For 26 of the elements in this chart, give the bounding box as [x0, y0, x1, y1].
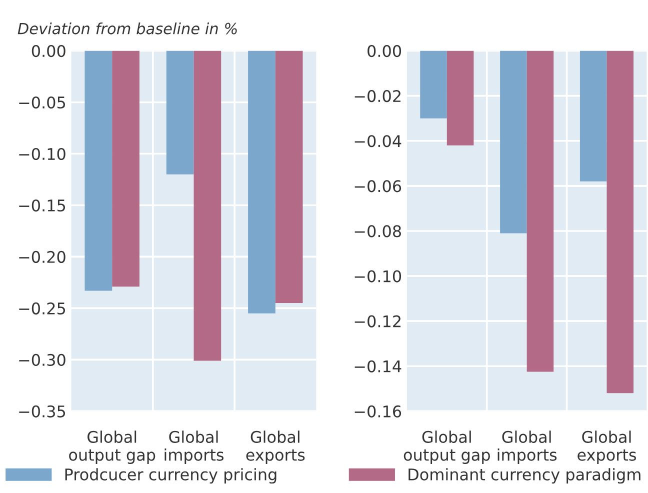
y-tick-label: −0.16 [354, 405, 402, 418]
y-tick-label: −0.12 [354, 315, 400, 328]
y-tick-label: −0.20 [19, 250, 66, 264]
legend-label: Dominant currency paradigm [408, 468, 640, 484]
y-tick-label: 0.00 [32, 44, 66, 58]
x-tick-label: Global output gap [69, 430, 156, 464]
y-tick-label: −0.10 [354, 270, 402, 282]
x-tick-label: Global output gap [404, 430, 490, 464]
x-tick-label: Global exports [246, 430, 305, 464]
y-tick-label: −0.06 [354, 180, 402, 192]
y-tick-label: −0.25 [19, 302, 66, 314]
legend-label: Prodcucer currency pricing [65, 468, 276, 484]
y-tick-label: −0.35 [19, 405, 66, 418]
x-tick-label: Global imports [164, 430, 224, 464]
y-tick-label: −0.15 [19, 199, 66, 212]
y-tick-label: −0.10 [19, 148, 66, 160]
chart-title: Deviation from baseline in % [18, 22, 237, 34]
y-tick-label: 0.00 [368, 44, 402, 58]
x-tick-label: Global exports [578, 430, 636, 464]
y-tick-label: −0.30 [19, 354, 66, 366]
y-tick-label: −0.05 [19, 96, 66, 109]
y-tick-label: −0.08 [354, 225, 401, 238]
y-tick-label: −0.02 [354, 90, 400, 102]
y-tick-label: −0.04 [354, 135, 402, 148]
y-tick-label: −0.14 [354, 360, 402, 372]
x-tick-label: Global imports [498, 430, 557, 464]
